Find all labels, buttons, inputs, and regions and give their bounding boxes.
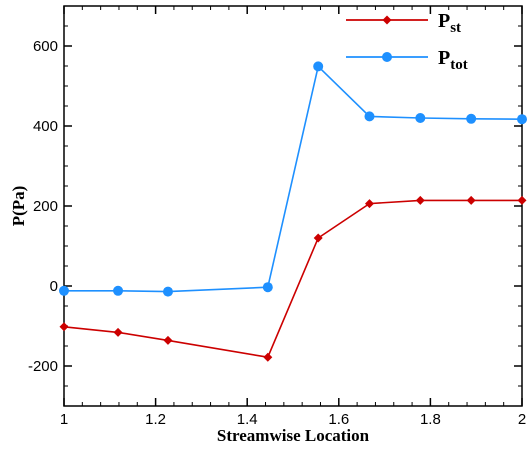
series-layer [59, 61, 527, 362]
data-point [262, 282, 273, 293]
x-tick-label: 1.2 [145, 411, 166, 428]
y-tick-label: 400 [33, 118, 58, 135]
legend-entry-tot: Ptot [346, 47, 468, 73]
legend-label: Pst [438, 10, 461, 36]
data-point [382, 15, 392, 25]
data-point [263, 352, 273, 362]
data-point [163, 335, 173, 345]
data-point [59, 322, 69, 332]
y-axis-title: P(Pa) [9, 186, 28, 227]
data-point [364, 199, 374, 209]
data-point [517, 195, 527, 205]
data-point [313, 233, 323, 243]
data-point [415, 195, 425, 205]
x-axis-title: Streamwise Location [217, 426, 370, 445]
data-point [364, 111, 375, 122]
y-tick-label: 600 [33, 38, 58, 55]
data-point [313, 61, 324, 72]
series-P-tot [59, 61, 527, 297]
data-point [415, 113, 426, 123]
y-tick-label: 0 [50, 278, 58, 295]
data-point [466, 195, 476, 205]
x-tick-label: 1.6 [328, 411, 349, 428]
ticks-layer: 1 1.2 1.4 1.6 1.8 2 -200 0 200 400 600 [28, 5, 526, 428]
series-P-st [59, 195, 527, 362]
x-tick-label: 1 [60, 411, 68, 428]
x-tick-label: 2 [518, 411, 526, 428]
data-point [517, 114, 527, 125]
data-point [59, 285, 69, 296]
series-line [64, 64, 523, 293]
legend-entry-st: Pst [346, 10, 461, 36]
x-tick-label: 1.8 [420, 411, 441, 428]
series-line [63, 199, 522, 359]
data-point [162, 286, 173, 297]
y-tick-label: -200 [28, 358, 58, 375]
data-point [113, 285, 124, 296]
data-point [113, 327, 123, 337]
legend: Pst Ptot [346, 10, 468, 73]
x-tick-label: 1.4 [237, 411, 258, 428]
data-point [382, 52, 392, 62]
y-tick-label: 200 [33, 198, 58, 215]
legend-label: Ptot [438, 47, 468, 73]
data-point [466, 113, 477, 124]
